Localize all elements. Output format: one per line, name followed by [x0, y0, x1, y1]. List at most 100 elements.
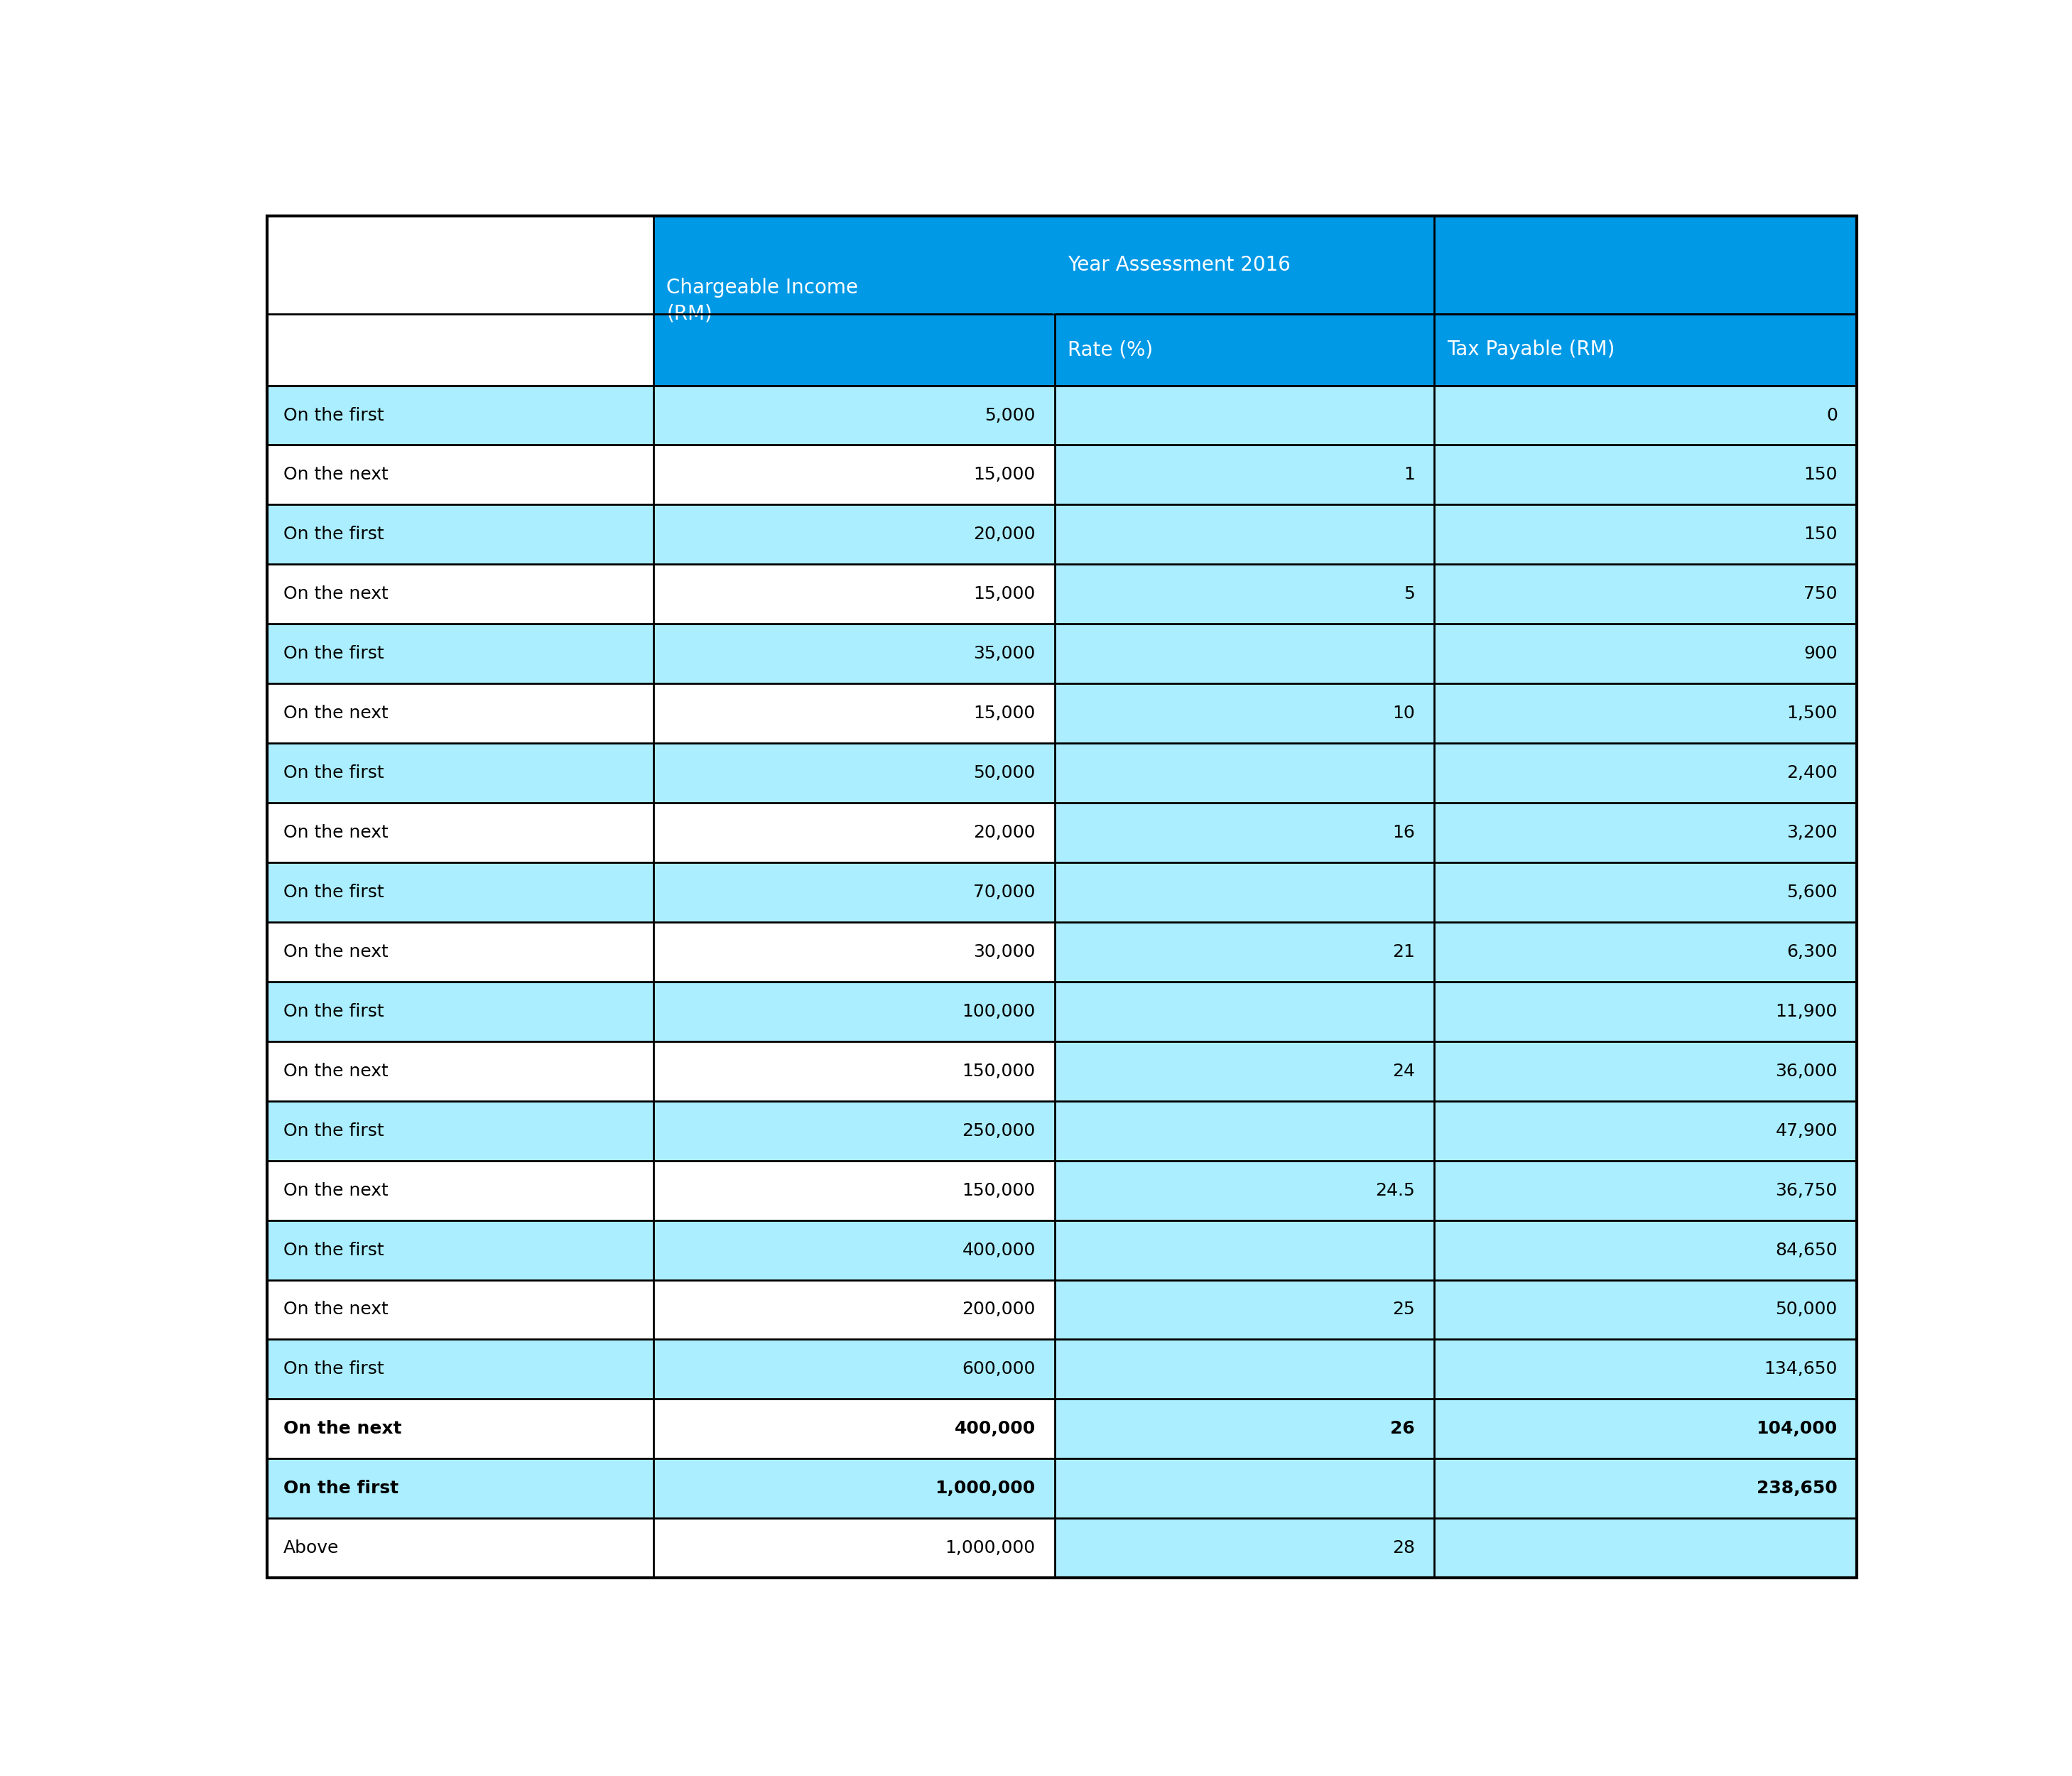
Text: On the first: On the first: [284, 1479, 398, 1497]
Text: 750: 750: [1805, 586, 1838, 602]
Text: On the next: On the next: [284, 1302, 387, 1318]
Bar: [1434, 504, 1857, 565]
Text: 600,000: 600,000: [961, 1360, 1036, 1378]
Text: On the first: On the first: [284, 1360, 383, 1378]
Bar: [1055, 1160, 1434, 1220]
Bar: [267, 1160, 655, 1220]
Text: 30,000: 30,000: [974, 943, 1036, 961]
Bar: [655, 217, 1055, 385]
Bar: [267, 982, 655, 1041]
Text: 400,000: 400,000: [961, 1241, 1036, 1259]
Bar: [655, 684, 1055, 742]
Text: 15,000: 15,000: [974, 705, 1036, 721]
Text: On the first: On the first: [284, 407, 383, 424]
Text: 50,000: 50,000: [1776, 1302, 1838, 1318]
Bar: [655, 446, 1055, 504]
Text: 0: 0: [1825, 407, 1838, 424]
Text: 104,000: 104,000: [1757, 1421, 1838, 1437]
Bar: [1055, 446, 1434, 504]
Bar: [1434, 1160, 1857, 1220]
Bar: [655, 1518, 1055, 1577]
Text: On the first: On the first: [284, 1122, 383, 1138]
Bar: [1055, 1458, 1434, 1518]
Bar: [655, 1220, 1055, 1280]
Bar: [267, 1280, 655, 1339]
Bar: [267, 1220, 655, 1280]
Text: 150,000: 150,000: [961, 1181, 1036, 1199]
Text: 20,000: 20,000: [974, 526, 1036, 543]
Bar: [655, 1339, 1055, 1399]
Bar: [267, 504, 655, 565]
Text: 134,650: 134,650: [1763, 1360, 1838, 1378]
Text: 15,000: 15,000: [974, 586, 1036, 602]
Bar: [1434, 684, 1857, 742]
Bar: [267, 742, 655, 803]
Bar: [1434, 1518, 1857, 1577]
Bar: [1055, 504, 1434, 565]
Text: On the next: On the next: [284, 824, 387, 842]
Bar: [1055, 385, 1434, 446]
Text: Above: Above: [284, 1540, 338, 1556]
Bar: [1434, 385, 1857, 446]
Bar: [267, 1041, 655, 1101]
Text: 1,000,000: 1,000,000: [934, 1479, 1036, 1497]
Text: On the first: On the first: [284, 764, 383, 781]
Bar: [267, 1518, 655, 1577]
Text: 20,000: 20,000: [974, 824, 1036, 842]
Bar: [1434, 742, 1857, 803]
Bar: [1055, 742, 1434, 803]
Text: On the next: On the next: [284, 943, 387, 961]
Bar: [655, 982, 1055, 1041]
Bar: [267, 863, 655, 922]
Text: Year Assessment 2016: Year Assessment 2016: [1067, 256, 1291, 275]
Text: 84,650: 84,650: [1776, 1241, 1838, 1259]
Bar: [1434, 863, 1857, 922]
Text: 3,200: 3,200: [1786, 824, 1838, 842]
Text: 250,000: 250,000: [961, 1122, 1036, 1138]
Text: 6,300: 6,300: [1786, 943, 1838, 961]
Text: 150: 150: [1805, 467, 1838, 483]
Bar: [655, 1458, 1055, 1518]
Bar: [655, 1399, 1055, 1458]
Text: 5,000: 5,000: [984, 407, 1036, 424]
Text: 238,650: 238,650: [1757, 1479, 1838, 1497]
Bar: [655, 504, 1055, 565]
Text: On the next: On the next: [284, 1062, 387, 1080]
Bar: [655, 565, 1055, 623]
Bar: [1055, 982, 1434, 1041]
Text: 150: 150: [1805, 526, 1838, 543]
Text: 70,000: 70,000: [974, 884, 1036, 900]
Bar: [267, 565, 655, 623]
Text: 5,600: 5,600: [1786, 884, 1838, 900]
Text: On the next: On the next: [284, 1181, 387, 1199]
Bar: [655, 1041, 1055, 1101]
Bar: [267, 1101, 655, 1160]
Bar: [655, 742, 1055, 803]
Bar: [1434, 1280, 1857, 1339]
Bar: [1434, 314, 1857, 385]
Bar: [1434, 623, 1857, 684]
Bar: [1055, 314, 1434, 385]
Text: 24.5: 24.5: [1376, 1181, 1415, 1199]
Bar: [1434, 922, 1857, 982]
Bar: [1434, 1220, 1857, 1280]
Bar: [1055, 1220, 1434, 1280]
Bar: [655, 803, 1055, 863]
Bar: [267, 1339, 655, 1399]
Text: 16: 16: [1392, 824, 1415, 842]
Text: Chargeable Income
(RM): Chargeable Income (RM): [667, 277, 858, 323]
Text: 1,500: 1,500: [1786, 705, 1838, 721]
Text: 35,000: 35,000: [974, 645, 1036, 662]
Bar: [1434, 1101, 1857, 1160]
Bar: [1055, 1041, 1434, 1101]
Bar: [1055, 565, 1434, 623]
Text: On the first: On the first: [284, 526, 383, 543]
Bar: [655, 922, 1055, 982]
Text: 1: 1: [1403, 467, 1415, 483]
Bar: [1434, 803, 1857, 863]
Bar: [1434, 446, 1857, 504]
Bar: [1055, 1518, 1434, 1577]
Bar: [1055, 863, 1434, 922]
Bar: [1055, 684, 1434, 742]
Bar: [267, 217, 655, 385]
